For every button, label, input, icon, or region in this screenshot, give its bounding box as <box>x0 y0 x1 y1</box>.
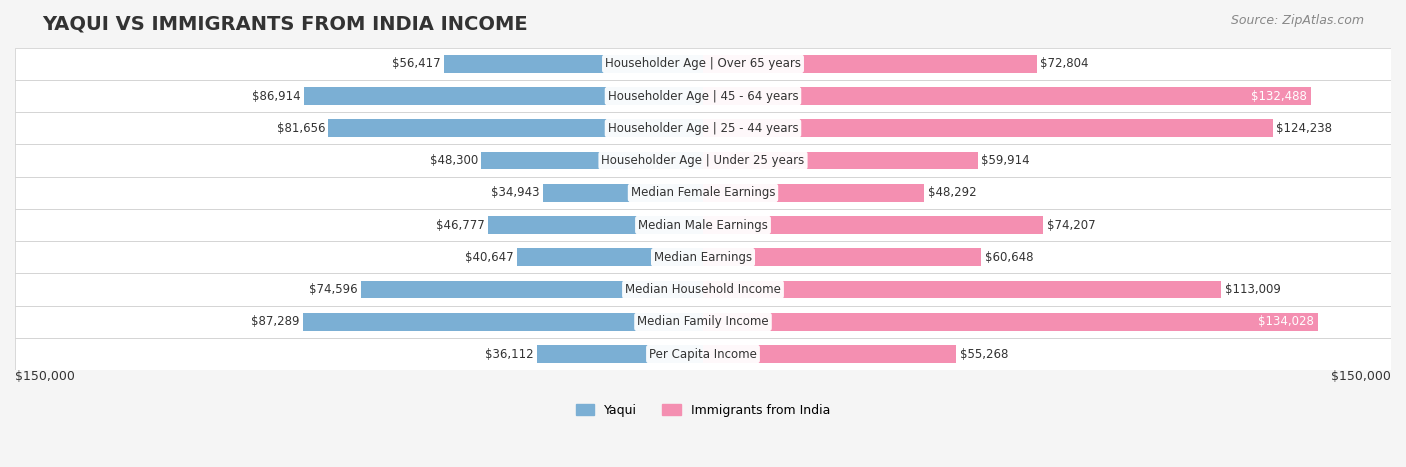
Legend: Yaqui, Immigrants from India: Yaqui, Immigrants from India <box>571 399 835 422</box>
Text: $113,009: $113,009 <box>1225 283 1281 296</box>
Text: YAQUI VS IMMIGRANTS FROM INDIA INCOME: YAQUI VS IMMIGRANTS FROM INDIA INCOME <box>42 14 527 33</box>
Bar <box>361 281 703 298</box>
Bar <box>703 55 1038 73</box>
Bar <box>543 184 703 202</box>
Bar <box>703 120 1272 137</box>
Text: Source: ZipAtlas.com: Source: ZipAtlas.com <box>1230 14 1364 27</box>
Bar <box>703 216 1043 234</box>
FancyBboxPatch shape <box>15 48 1391 80</box>
Text: Householder Age | 45 - 64 years: Householder Age | 45 - 64 years <box>607 90 799 103</box>
FancyBboxPatch shape <box>15 80 1391 112</box>
Text: $87,289: $87,289 <box>250 315 299 328</box>
Bar <box>304 87 703 105</box>
Bar <box>703 248 981 266</box>
Text: Median Household Income: Median Household Income <box>626 283 780 296</box>
Text: Per Capita Income: Per Capita Income <box>650 347 756 361</box>
Bar <box>703 281 1222 298</box>
FancyBboxPatch shape <box>15 112 1391 144</box>
FancyBboxPatch shape <box>15 274 1391 306</box>
Text: $134,028: $134,028 <box>1258 315 1315 328</box>
Bar <box>516 248 703 266</box>
Text: $60,648: $60,648 <box>984 251 1033 264</box>
Bar <box>329 120 703 137</box>
Bar <box>444 55 703 73</box>
Bar <box>488 216 703 234</box>
Text: $36,112: $36,112 <box>485 347 534 361</box>
Text: $55,268: $55,268 <box>960 347 1008 361</box>
Text: $48,292: $48,292 <box>928 186 977 199</box>
Text: $86,914: $86,914 <box>252 90 301 103</box>
Bar <box>703 313 1317 331</box>
Text: Householder Age | 25 - 44 years: Householder Age | 25 - 44 years <box>607 122 799 135</box>
Text: $59,914: $59,914 <box>981 154 1029 167</box>
Bar <box>703 345 956 363</box>
Text: Median Family Income: Median Family Income <box>637 315 769 328</box>
Text: Median Female Earnings: Median Female Earnings <box>631 186 775 199</box>
Text: Median Earnings: Median Earnings <box>654 251 752 264</box>
Text: Householder Age | Over 65 years: Householder Age | Over 65 years <box>605 57 801 71</box>
FancyBboxPatch shape <box>15 209 1391 241</box>
FancyBboxPatch shape <box>15 177 1391 209</box>
Bar <box>703 184 925 202</box>
FancyBboxPatch shape <box>15 241 1391 274</box>
Text: $46,777: $46,777 <box>436 219 485 232</box>
Text: Median Male Earnings: Median Male Earnings <box>638 219 768 232</box>
Bar <box>703 87 1310 105</box>
Bar <box>481 152 703 170</box>
FancyBboxPatch shape <box>15 338 1391 370</box>
Text: $40,647: $40,647 <box>464 251 513 264</box>
Text: Householder Age | Under 25 years: Householder Age | Under 25 years <box>602 154 804 167</box>
Text: $74,207: $74,207 <box>1047 219 1095 232</box>
Bar <box>302 313 703 331</box>
Text: $72,804: $72,804 <box>1040 57 1088 71</box>
Bar <box>703 152 977 170</box>
Text: $150,000: $150,000 <box>15 370 75 383</box>
Text: $81,656: $81,656 <box>277 122 325 135</box>
Text: $124,238: $124,238 <box>1277 122 1333 135</box>
Text: $48,300: $48,300 <box>430 154 478 167</box>
FancyBboxPatch shape <box>15 144 1391 177</box>
Text: $56,417: $56,417 <box>392 57 441 71</box>
FancyBboxPatch shape <box>15 306 1391 338</box>
Text: $150,000: $150,000 <box>1331 370 1391 383</box>
Bar <box>537 345 703 363</box>
Text: $34,943: $34,943 <box>491 186 540 199</box>
Text: $132,488: $132,488 <box>1251 90 1308 103</box>
Text: $74,596: $74,596 <box>309 283 357 296</box>
